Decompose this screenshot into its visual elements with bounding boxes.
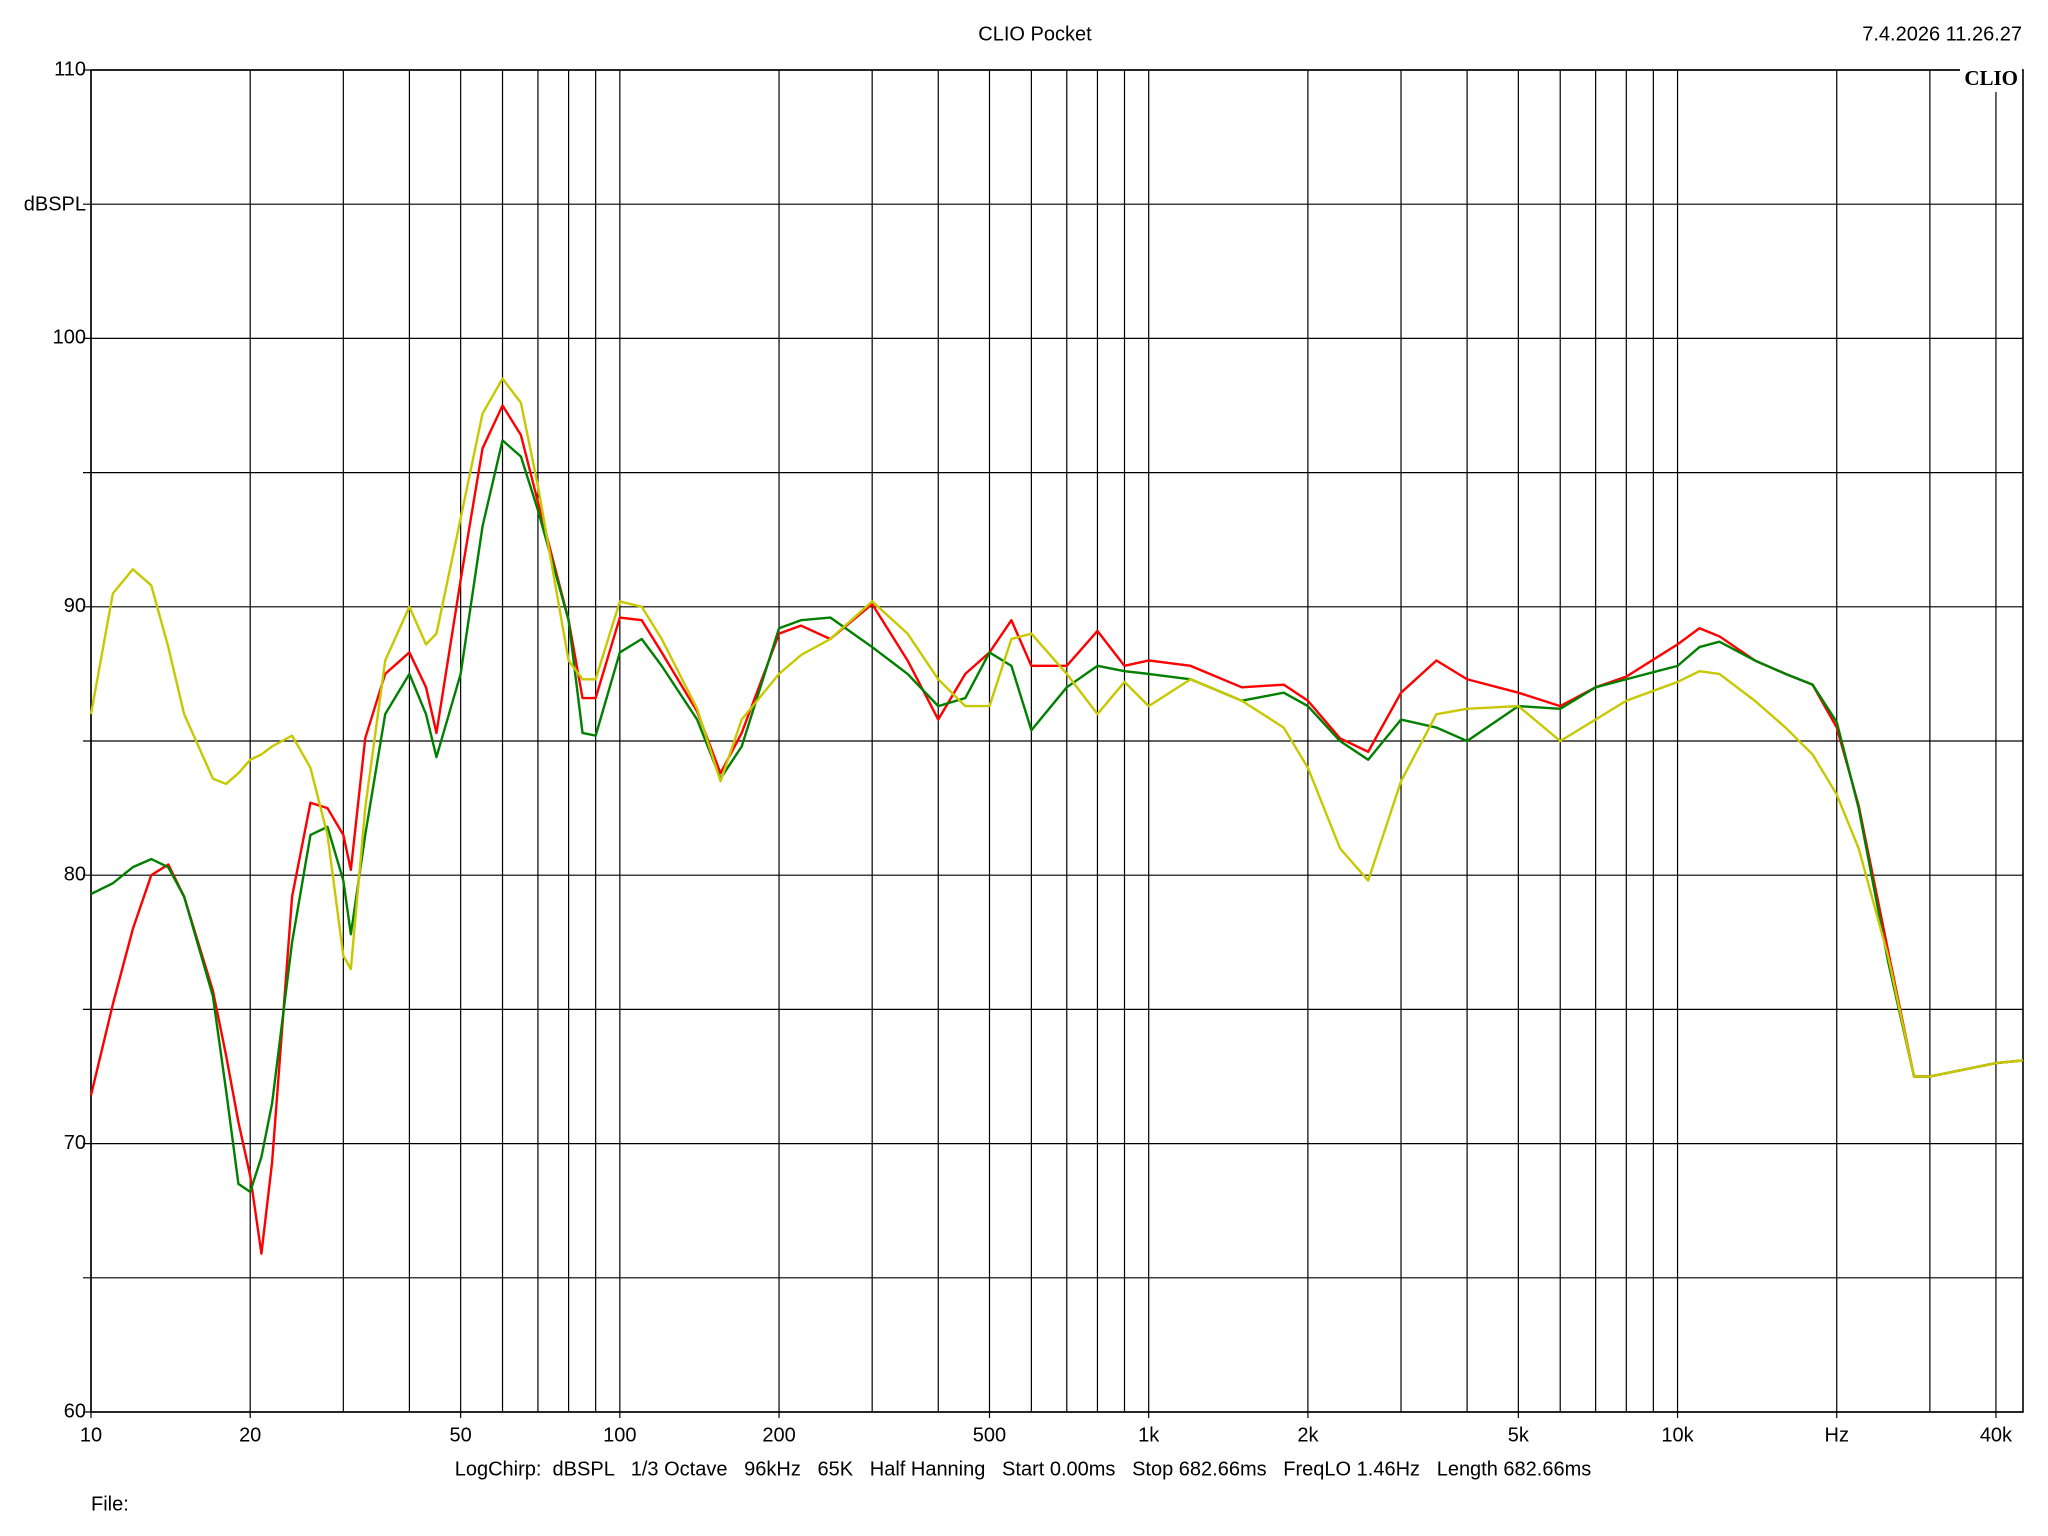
series-line [90,439,2024,1194]
chart-title: CLIO Pocket [978,23,1092,45]
y-tick-label: 70 [64,1132,86,1154]
x-tick-label: 5k [1508,1424,1530,1446]
logo: CLIO [1964,66,2018,90]
x-tick-label: 10k [1661,1424,1694,1446]
file-label: File: [91,1493,129,1515]
x-tick-label: 1k [1138,1424,1160,1446]
series-line [89,404,2024,1255]
series-line [89,377,2024,1078]
y-tick-label: 90 [64,595,86,617]
footer: LogChirp: dBSPL 1/3 Octave 96kHz 65K Hal… [455,1458,1592,1480]
x-tick-label: 2k [1297,1424,1319,1446]
y-axis-label: dBSPL [24,193,86,215]
x-tick-label: 20 [239,1424,261,1446]
x-tick-label: 10 [80,1424,102,1446]
timestamp: 7.4.2026 11.26.27 [1862,23,2022,45]
y-tick-label: 80 [64,863,86,885]
y-tick-label: 60 [64,1400,86,1422]
plot-frame [90,69,2024,1413]
x-tick-label: Hz [1825,1424,1849,1446]
y-tick-label: 100 [53,327,86,349]
y-tick-label: 110 [54,58,86,80]
x-tick-label: 40k [1980,1424,2013,1446]
x-tick-label: 100 [603,1424,636,1446]
x-tick-label: 200 [762,1424,795,1446]
x-tick-label: 500 [973,1424,1006,1446]
logo-bg [1960,66,2022,92]
x-tick-label: 50 [450,1424,472,1446]
